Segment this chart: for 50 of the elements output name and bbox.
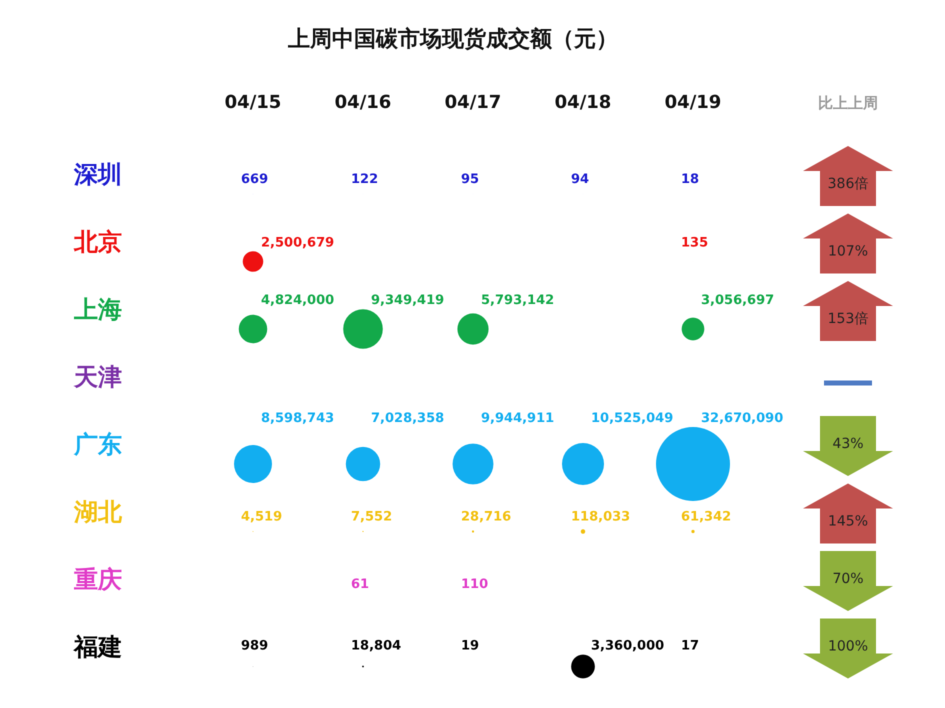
legend-label: 福建 bbox=[73, 633, 122, 662]
category-label: 04/16 bbox=[334, 92, 392, 113]
text: 43% bbox=[832, 436, 864, 452]
text: 386倍 bbox=[828, 176, 868, 192]
data-label: 18 bbox=[681, 172, 700, 187]
data-label: 7,552 bbox=[351, 510, 392, 524]
data-label: 135 bbox=[681, 235, 708, 250]
legend-label: 重庆 bbox=[73, 566, 122, 594]
category-label: 比上上周 bbox=[818, 94, 878, 112]
text: 70% bbox=[832, 570, 864, 587]
text: 153倍 bbox=[828, 310, 868, 327]
category-label: 04/17 bbox=[444, 92, 502, 113]
data-label: 10,525,049 bbox=[591, 411, 674, 426]
text: 上周中国碳市场现货成交额（元） bbox=[287, 26, 618, 52]
data-label: 122 bbox=[351, 172, 378, 187]
category-label: 04/19 bbox=[664, 92, 722, 113]
legend-label: 天津 bbox=[73, 363, 122, 392]
data-label: 32,670,090 bbox=[701, 411, 784, 426]
data-label: 110 bbox=[461, 577, 488, 592]
data-label: 28,716 bbox=[461, 510, 512, 524]
data-label: 9,349,419 bbox=[371, 293, 444, 308]
data-label: 669 bbox=[241, 172, 268, 187]
data-label: 7,028,358 bbox=[371, 411, 444, 426]
legend-label: 深圳 bbox=[73, 160, 122, 189]
data-label: 4,519 bbox=[241, 510, 282, 524]
data-label: 118,033 bbox=[571, 510, 630, 524]
category-label: 04/15 bbox=[224, 92, 282, 113]
legend-label: 湖北 bbox=[73, 498, 123, 526]
legend-label: 上海 bbox=[73, 296, 122, 324]
data-label: 95 bbox=[461, 172, 480, 187]
data-label: 9,944,911 bbox=[481, 411, 554, 426]
data-label: 3,056,697 bbox=[701, 293, 774, 308]
data-label: 94 bbox=[571, 172, 590, 187]
data-label: 61,342 bbox=[681, 510, 732, 524]
text: 100% bbox=[828, 638, 868, 654]
data-label: 4,824,000 bbox=[261, 293, 334, 308]
data-label: 3,360,000 bbox=[591, 638, 664, 654]
category-label: 04/18 bbox=[554, 92, 612, 113]
text: 145% bbox=[828, 513, 868, 530]
data-label: 18,804 bbox=[351, 638, 402, 654]
data-label: 5,793,142 bbox=[481, 293, 554, 308]
data-label: 61 bbox=[351, 577, 370, 592]
legend-label: 广东 bbox=[73, 430, 122, 459]
data-label: 2,500,679 bbox=[261, 235, 334, 250]
text: 107% bbox=[828, 243, 868, 260]
legend-label: 北京 bbox=[73, 228, 122, 256]
data-label: 8,598,743 bbox=[261, 411, 334, 426]
data-label: 989 bbox=[241, 638, 268, 654]
data-label: 19 bbox=[461, 638, 480, 654]
data-label: 17 bbox=[681, 638, 700, 654]
